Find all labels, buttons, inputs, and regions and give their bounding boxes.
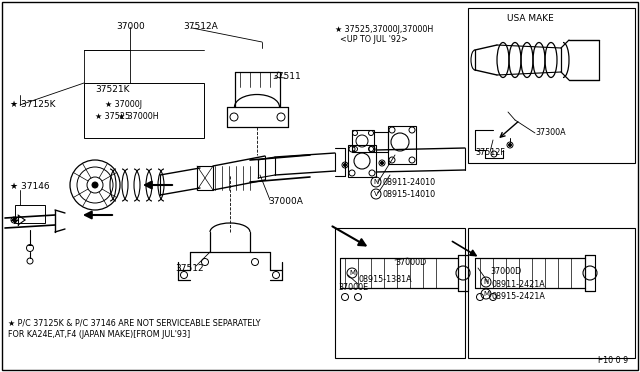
Circle shape: [13, 218, 15, 221]
Bar: [468, 8, 635, 163]
Text: 37000D: 37000D: [490, 267, 521, 276]
Text: ★ 37125K: ★ 37125K: [10, 100, 56, 109]
Circle shape: [509, 144, 511, 147]
Text: 37512A: 37512A: [183, 22, 218, 31]
Text: M: M: [349, 270, 355, 276]
Bar: [352, 130, 374, 152]
Text: V: V: [374, 191, 378, 197]
Bar: [197, 166, 213, 190]
Bar: [84, 83, 204, 138]
Text: 37512: 37512: [175, 264, 204, 273]
Text: M: M: [483, 291, 489, 297]
Bar: [335, 228, 465, 358]
Circle shape: [381, 161, 383, 164]
Text: ★ 37000J: ★ 37000J: [105, 100, 142, 109]
Text: 37000A: 37000A: [268, 197, 303, 206]
Text: 08911-24010: 08911-24010: [383, 178, 436, 187]
Bar: [15, 205, 45, 223]
Text: 37000D: 37000D: [395, 258, 426, 267]
Text: FOR KA24E,AT,F4 (JAPAN MAKE)[FROM JUL'93]: FOR KA24E,AT,F4 (JAPAN MAKE)[FROM JUL'93…: [8, 330, 190, 339]
Text: 37000E: 37000E: [338, 283, 368, 292]
Text: N: N: [483, 279, 488, 285]
Text: 37521K: 37521K: [95, 85, 129, 94]
Bar: [388, 126, 416, 164]
Text: 08915-14010: 08915-14010: [383, 190, 436, 199]
Text: 08915-1381A: 08915-1381A: [359, 275, 413, 284]
Text: N: N: [373, 179, 379, 185]
Text: ★ 37146: ★ 37146: [10, 182, 50, 191]
Text: 37000: 37000: [116, 22, 145, 31]
Text: ★ 37000H: ★ 37000H: [118, 112, 159, 121]
Bar: [348, 145, 376, 177]
Bar: [468, 228, 635, 358]
Text: 37512F: 37512F: [475, 148, 505, 157]
Text: ★ P/C 37125K & P/C 37146 ARE NOT SERVICEABLE SEPARATELY: ★ P/C 37125K & P/C 37146 ARE NOT SERVICE…: [8, 318, 260, 327]
Circle shape: [92, 182, 98, 188]
Text: 37300A: 37300A: [535, 128, 566, 137]
Text: 08915-2421A: 08915-2421A: [492, 292, 546, 301]
Circle shape: [344, 164, 346, 167]
Text: Ͱ10 0 9: Ͱ10 0 9: [598, 356, 628, 365]
Text: 08911-2421A: 08911-2421A: [492, 280, 546, 289]
Text: <UP TO JUL '92>: <UP TO JUL '92>: [340, 35, 408, 44]
Text: ★ 37525: ★ 37525: [95, 112, 130, 121]
Text: 37511: 37511: [272, 72, 301, 81]
Text: USA MAKE: USA MAKE: [507, 14, 554, 23]
Text: ★ 37525,37000J,37000H: ★ 37525,37000J,37000H: [335, 25, 433, 34]
